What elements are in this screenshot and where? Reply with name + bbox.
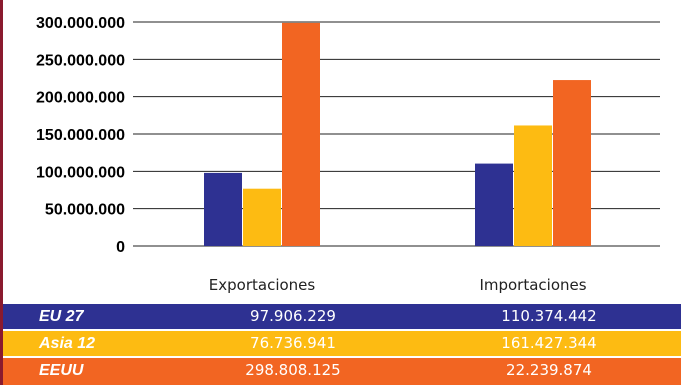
y-tick-label: 0	[116, 239, 125, 256]
row-value-importaciones: 22.239.874	[506, 361, 592, 379]
bar-exportaciones-eu27	[204, 172, 242, 246]
row-value-exportaciones: 76.736.941	[250, 334, 336, 352]
x-axis-categories: Exportaciones Importaciones	[209, 276, 587, 294]
bar-exportaciones-asia12	[243, 188, 281, 246]
x-category-label: Importaciones	[479, 276, 586, 294]
row-value-importaciones: 110.374.442	[501, 307, 597, 325]
table-row-eeuu: EEUU 298.808.125 22.239.874	[3, 358, 681, 385]
row-value-exportaciones: 298.808.125	[245, 361, 341, 379]
y-tick-label: 200.000.000	[36, 90, 125, 107]
y-tick-label: 150.000.000	[36, 127, 125, 144]
bar-importaciones-eu27	[475, 163, 513, 246]
bars	[204, 22, 591, 247]
y-tick-label: 250.000.000	[36, 52, 125, 69]
bar-importaciones-asia12	[514, 125, 552, 246]
y-tick-label: 100.000.000	[36, 164, 125, 181]
data-table: EU 27 97.906.229 110.374.442 Asia 12 76.…	[3, 304, 681, 385]
row-name: EU 27	[39, 308, 84, 325]
bar-chart: 0 50.000.000 100.000.000 150.000.000 200.000…	[36, 15, 660, 294]
bar-importaciones-eeuu	[553, 80, 591, 247]
left-border	[0, 0, 3, 385]
table-row-asia12: Asia 12 76.736.941 161.427.344	[3, 331, 681, 356]
x-category-label: Exportaciones	[209, 276, 316, 294]
row-value-importaciones: 161.427.344	[501, 334, 597, 352]
y-axis-ticks: 0 50.000.000 100.000.000 150.000.000 200.000…	[36, 15, 125, 256]
y-tick-label: 300.000.000	[36, 15, 125, 32]
row-name: EEUU	[39, 362, 84, 379]
table-row-eu27: EU 27 97.906.229 110.374.442	[3, 304, 681, 329]
row-name: Asia 12	[39, 335, 96, 352]
y-tick-label: 50.000.000	[45, 202, 125, 219]
bar-exportaciones-eeuu	[282, 22, 320, 246]
row-value-exportaciones: 97.906.229	[250, 307, 336, 325]
